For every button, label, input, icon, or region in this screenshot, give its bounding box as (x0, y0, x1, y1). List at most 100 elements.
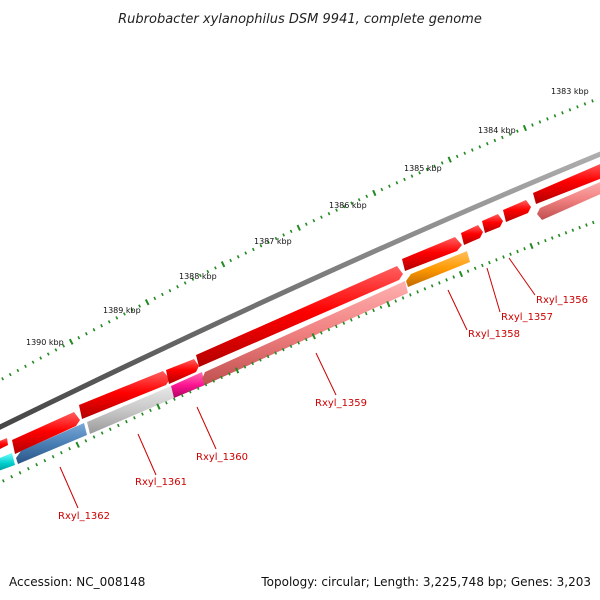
tick-mark (473, 266, 477, 271)
tick-mark (418, 171, 421, 175)
tick-mark (350, 201, 354, 205)
tick-mark (585, 223, 588, 227)
gene-feature[interactable] (16, 423, 87, 464)
tick-mark (553, 114, 557, 118)
genome-backbone (0, 151, 600, 430)
tick-mark (244, 251, 248, 255)
tick-mark (591, 99, 594, 103)
gene-feature[interactable] (461, 225, 483, 245)
map-title: Rubrobacter xylanophilus DSM 9941, compl… (118, 12, 482, 27)
tick-mark (297, 341, 300, 345)
tick-mark (578, 225, 581, 230)
tick-mark (410, 174, 414, 178)
tick-mark (133, 416, 136, 420)
tick-mark (327, 327, 331, 332)
gene-label[interactable]: Rxyl_1361 (135, 477, 187, 488)
tick-mark (18, 471, 22, 475)
tick-label: 1389 kbp (103, 306, 141, 315)
tick-mark (43, 458, 47, 463)
tick-mark (529, 242, 534, 250)
gene-leader-lines (59, 257, 536, 509)
tick-mark (51, 454, 55, 459)
genome-summary-text: Topology: circular; Length: 3,225,748 bp… (260, 575, 591, 589)
gene-feature[interactable] (406, 251, 470, 287)
tick-mark (39, 356, 43, 360)
tick-mark (100, 324, 104, 328)
tick-mark (274, 236, 278, 241)
tick-mark (423, 287, 427, 291)
tick-mark (395, 181, 399, 185)
tick-mark (153, 296, 157, 301)
tick-mark (251, 247, 255, 252)
gene-feature[interactable] (537, 180, 600, 220)
gene-feature[interactable] (0, 453, 15, 474)
tick-mark (274, 351, 278, 355)
gene-feature[interactable] (503, 200, 531, 222)
tick-mark (259, 244, 263, 248)
tick-mark (365, 194, 369, 199)
tick-mark (176, 285, 179, 289)
tick-mark (62, 344, 66, 348)
tick-mark (258, 358, 262, 362)
tick-mark (31, 360, 35, 364)
tick-mark (251, 361, 254, 366)
tick-mark (125, 419, 128, 424)
tick-mark (229, 258, 233, 263)
tick-mark (394, 299, 398, 303)
tick-mark (523, 247, 526, 251)
tick-mark (220, 375, 223, 380)
gene-feature[interactable] (482, 214, 503, 233)
gene-feature[interactable] (202, 281, 408, 385)
tick-mark (59, 450, 63, 455)
tick-mark (571, 228, 575, 232)
gene-feature[interactable] (533, 162, 600, 204)
gene-label[interactable]: Rxyl_1360 (196, 452, 248, 463)
tick-mark (488, 260, 491, 265)
gene-label[interactable]: Rxyl_1356 (536, 295, 588, 306)
gene-feature[interactable] (0, 438, 8, 452)
tick-label: 1385 kbp (404, 164, 442, 173)
gene-feature[interactable] (12, 412, 80, 454)
tick-mark (311, 333, 316, 340)
gene-label[interactable]: Rxyl_1362 (58, 511, 110, 522)
tick-mark (438, 281, 441, 285)
tick-mark (319, 331, 323, 335)
tick-mark (212, 379, 216, 383)
tick-mark (156, 403, 161, 410)
tick-mark (447, 156, 452, 163)
tick-mark (165, 401, 168, 405)
gene-feature[interactable] (87, 386, 174, 434)
gene-feature[interactable] (402, 237, 462, 271)
gene-feature[interactable] (79, 371, 170, 419)
tick-mark (144, 299, 150, 306)
tick-mark (16, 368, 20, 373)
gene-feature[interactable] (166, 359, 199, 384)
tick-ring (1, 99, 594, 381)
tick-label: 1384 kbp (478, 126, 516, 135)
gene-label[interactable]: Rxyl_1358 (468, 329, 520, 340)
tick-mark (35, 462, 39, 467)
tick-mark (538, 120, 542, 124)
gene-feature[interactable] (171, 372, 205, 398)
tick-mark (416, 290, 419, 294)
tick-mark (466, 269, 470, 273)
tick-mark (357, 198, 361, 202)
tick-mark (342, 204, 346, 209)
tick-mark (46, 352, 50, 356)
tick-label: 1387 kbp (254, 237, 292, 246)
tick-mark (138, 304, 142, 308)
tick-mark (445, 278, 448, 282)
tick-mark (409, 293, 412, 297)
tick-mark (455, 154, 459, 159)
tick-mark (516, 129, 519, 133)
tick-mark (349, 318, 353, 322)
tick-mark (84, 332, 88, 336)
gene-label[interactable]: Rxyl_1359 (315, 398, 367, 409)
tick-mark (108, 427, 112, 431)
gene-label[interactable]: Rxyl_1357 (501, 312, 553, 323)
tick-mark (501, 135, 504, 140)
gene-feature[interactable] (196, 266, 403, 367)
tick-mark (583, 102, 587, 106)
